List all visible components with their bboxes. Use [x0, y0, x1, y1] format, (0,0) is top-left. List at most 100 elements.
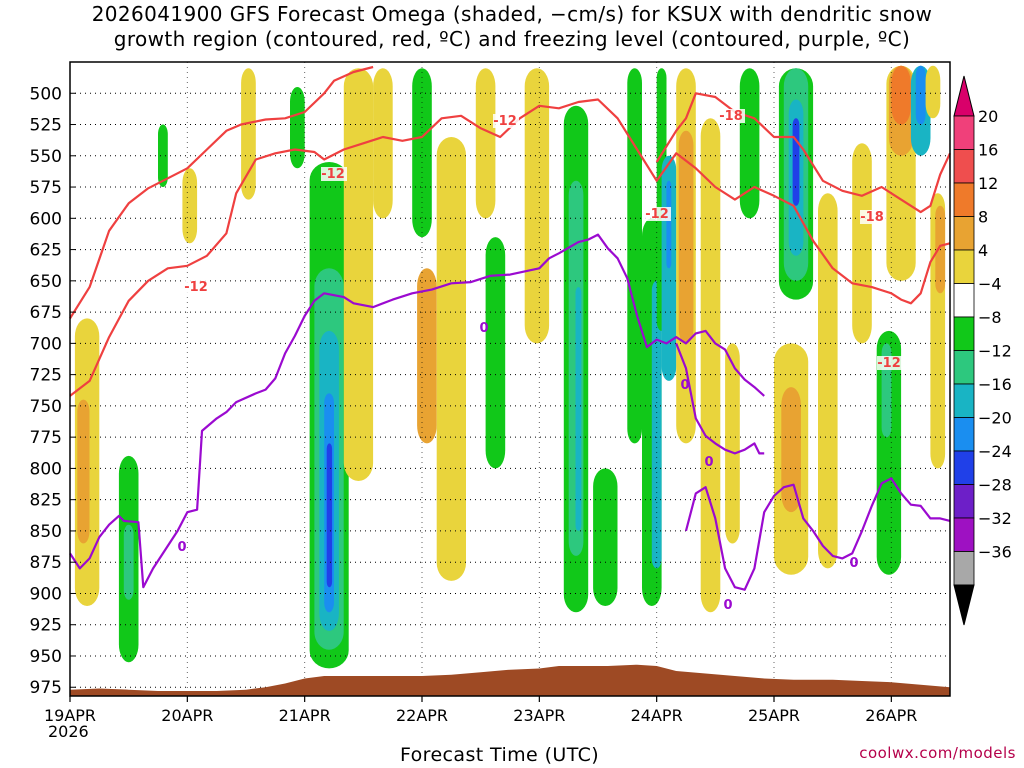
- colorbar-segment: [953, 182, 975, 217]
- credit-link[interactable]: coolwx.com/models: [859, 744, 1016, 762]
- x-tick-label: 23APR: [513, 706, 565, 725]
- omega-patch: [290, 87, 305, 169]
- omega-patch: [524, 68, 550, 344]
- colorbar-label: −20: [978, 409, 1012, 428]
- dendritic-contour-label: -12: [321, 167, 345, 182]
- colorbar-label: 12: [978, 174, 998, 193]
- colorbar-label: −8: [978, 308, 1002, 327]
- omega-patch: [651, 280, 662, 569]
- colorbar-segment: [953, 283, 975, 318]
- y-tick-label: 600: [30, 209, 62, 229]
- omega-patch: [792, 118, 800, 206]
- dendritic-contour-label: -12: [493, 114, 517, 129]
- plot-frame: [69, 61, 951, 697]
- colorbar-segment: [953, 115, 975, 150]
- y-tick-label: 800: [30, 459, 62, 479]
- y-tick-label: 675: [30, 303, 62, 323]
- contour-label-bg: [877, 356, 903, 370]
- y-axis: 500 525 550 575 600 625 650 675 700 725 750 775 800 8…: [30, 84, 76, 698]
- colorbar-segment: [953, 450, 975, 485]
- colorbar-label: 20: [978, 107, 998, 126]
- colorbar-segment: [953, 149, 975, 184]
- dendritic-contour-label: -12: [877, 356, 901, 371]
- plot-border: [69, 61, 951, 697]
- dendritic-contour-line: [69, 98, 951, 397]
- freezing-level-line: [675, 342, 765, 455]
- colorbar-segment: [953, 484, 975, 519]
- omega-patch: [891, 65, 911, 125]
- x-tick-label: 19APR: [44, 706, 96, 725]
- omega-patch: [627, 68, 642, 444]
- y-tick-label: 975: [30, 678, 62, 698]
- omega-patch: [739, 68, 760, 219]
- colorbar-segment: [953, 316, 975, 351]
- dendritic-contour-line: [655, 92, 951, 214]
- x-tick-label: 26APR: [865, 706, 917, 725]
- omega-patch: [182, 168, 198, 244]
- freezing-level-label: 0: [177, 540, 186, 555]
- contour-label-bg: [184, 280, 210, 294]
- colorbar-label: −12: [978, 342, 1012, 361]
- y-tick-label: 725: [30, 366, 62, 386]
- y-tick-label: 925: [30, 616, 62, 636]
- contour-label-bg: [321, 167, 347, 181]
- omega-patch: [725, 343, 740, 544]
- x-axis-year-label: 2026: [48, 722, 89, 741]
- freezing-level-label: 0: [479, 321, 488, 336]
- colorbar-label: −28: [978, 476, 1012, 495]
- y-tick-label: 550: [30, 147, 62, 167]
- colorbar-segment: [953, 216, 975, 251]
- x-axis-title: Forecast Time (UTC): [400, 744, 600, 766]
- omega-patch: [436, 137, 466, 581]
- contour-label-bg: [860, 210, 886, 224]
- omega-patch: [678, 130, 694, 344]
- x-axis: 19APR 20APR 21APR 22APR 23APR 24APR 25APR 26APR: [44, 696, 917, 725]
- chart-title-line-1: 2026041900 GFS Forecast Omega (shaded, −…: [91, 2, 933, 26]
- colorbar-label: −32: [978, 509, 1012, 528]
- y-tick-label: 525: [30, 116, 62, 136]
- y-tick-label: 700: [30, 334, 62, 354]
- colorbar-label: −4: [978, 275, 1002, 294]
- colorbar-label: 16: [978, 141, 998, 160]
- colorbar-label: −24: [978, 442, 1012, 461]
- y-tick-label: 625: [30, 241, 62, 261]
- x-tick-label: 25APR: [748, 706, 800, 725]
- dendritic-contour-label: -18: [860, 210, 884, 225]
- colorbar-segment: [953, 383, 975, 418]
- y-tick-label: 750: [30, 397, 62, 417]
- omega-patch: [77, 399, 90, 544]
- colorbar-label: 4: [978, 241, 988, 260]
- contour-label-bg: [719, 109, 745, 123]
- omega-patch: [818, 193, 838, 569]
- contour-label-bg: [645, 207, 671, 221]
- omega-patch: [123, 524, 134, 600]
- dendritic-contour-label: -18: [719, 109, 743, 124]
- terrain-fill: [70, 664, 950, 696]
- colorbar-label: −16: [978, 375, 1012, 394]
- omega-patch: [781, 387, 801, 513]
- colorbar-segment: [953, 350, 975, 385]
- freezing-level-label: 0: [680, 378, 689, 393]
- x-tick-label: 20APR: [161, 706, 213, 725]
- colorbar-segment: [953, 417, 975, 452]
- colorbar-label: 8: [978, 208, 988, 227]
- contour-label-bg: [493, 114, 519, 128]
- y-tick-label: 825: [30, 491, 62, 511]
- freezing-level-line: [69, 233, 765, 589]
- omega-patch: [666, 180, 672, 269]
- chart-title: 2026041900 GFS Forecast Omega (shaded, −…: [0, 2, 1024, 52]
- omega-patch: [417, 268, 437, 444]
- colorbar-segment: [953, 551, 975, 586]
- x-tick-label: 22APR: [396, 706, 448, 725]
- freezing-level-label: 0: [849, 556, 858, 571]
- colorbar: 20 16 12 8 4 −4 −8 −12 −16 −20 −24 −28 −32 −36: [953, 75, 1012, 626]
- omega-patch: [593, 468, 618, 606]
- colorbar-segment: [953, 249, 975, 284]
- colorbar-segment: [953, 517, 975, 552]
- y-tick-label: 950: [30, 647, 62, 667]
- contours: -12 -12 -12 -12 -18 -18 -12 0 0 0 0 0 0: [69, 65, 951, 613]
- freezing-level-line: [684, 477, 951, 591]
- omega-patch: [343, 68, 374, 482]
- omega-patch: [373, 68, 393, 219]
